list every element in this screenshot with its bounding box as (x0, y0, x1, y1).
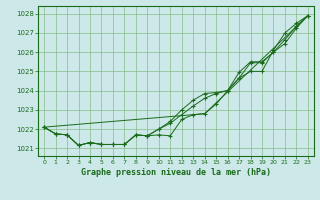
X-axis label: Graphe pression niveau de la mer (hPa): Graphe pression niveau de la mer (hPa) (81, 168, 271, 177)
